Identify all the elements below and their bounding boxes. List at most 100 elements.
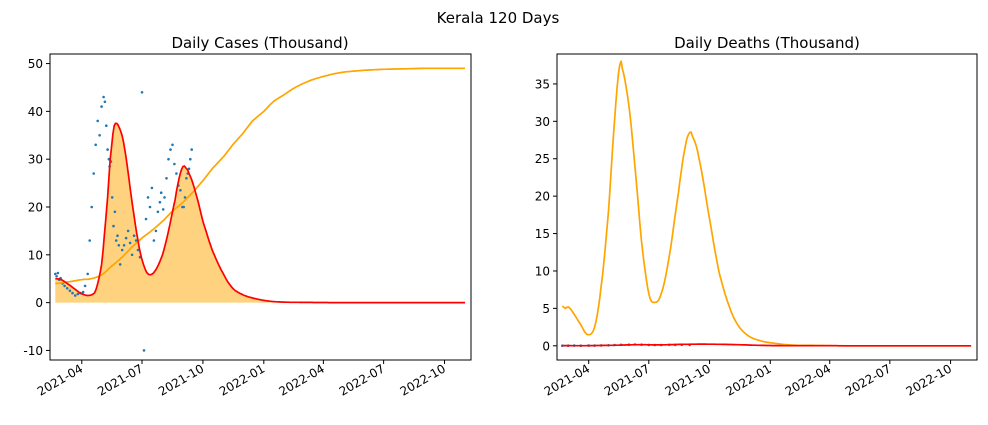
y-axis: -10 0 10 20 30 40 50 [23, 57, 50, 358]
data-point [154, 229, 158, 233]
data-point [144, 217, 148, 221]
x-tick-label: 2021-04 [35, 361, 85, 398]
data-point [110, 196, 114, 199]
data-point [182, 205, 185, 209]
daily-cases-chart: Daily Cases (Thousand) -10 0 10 20 30 40 50 20… [23, 34, 472, 399]
data-point [128, 241, 132, 245]
figure-title: Kerala 120 Days [437, 9, 560, 27]
data-point [116, 234, 119, 237]
data-point [65, 287, 69, 290]
data-point [140, 91, 144, 94]
daily-deaths-chart: Daily Deaths (Thousand) 0 5 10 15 20 25 30 35 2… [535, 34, 978, 399]
data-point [130, 253, 134, 257]
data-point [185, 177, 188, 180]
y-tick-label: 35 [535, 77, 550, 91]
data-point [118, 263, 122, 266]
data-point [55, 275, 58, 278]
data-point [56, 271, 60, 275]
x-tick-label: 2021-07 [95, 361, 145, 398]
data-point [102, 95, 105, 99]
data-point [54, 272, 57, 276]
y-tick-label: 5 [542, 302, 550, 316]
y-tick-label: 25 [535, 152, 550, 166]
data-point [113, 210, 117, 214]
chart-title: Daily Deaths (Thousand) [674, 34, 860, 52]
series-line-cases-curve [561, 60, 972, 347]
x-tick-label: 2021-04 [542, 361, 592, 398]
data-point [88, 239, 91, 242]
data-point [161, 208, 165, 211]
x-tick-label: 2022-01 [723, 361, 773, 398]
data-point [142, 349, 146, 352]
data-point [136, 248, 140, 252]
data-point [132, 234, 136, 237]
area-fill [55, 123, 466, 303]
y-tick-label: 0 [35, 296, 43, 310]
data-point [171, 143, 174, 147]
series-line-fit [55, 122, 465, 304]
data-point [173, 162, 176, 166]
data-point [183, 196, 187, 199]
y-tick-label: 40 [28, 105, 43, 119]
data-point [96, 119, 99, 123]
data-point [152, 239, 156, 242]
x-tick-label: 2022-04 [783, 361, 833, 398]
y-tick-label: 50 [28, 57, 43, 71]
data-point [98, 134, 101, 137]
data-point [187, 167, 191, 171]
x-tick-label: 2022-10 [398, 361, 448, 398]
x-tick-label: 2022-01 [217, 361, 267, 398]
data-point [76, 292, 80, 296]
data-point [106, 148, 109, 151]
x-axis: 2021-04 2021-07 2021-10 2022-01 2022-04 2022-… [35, 360, 448, 399]
y-tick-label: 10 [28, 248, 43, 262]
y-tick-label: 20 [535, 190, 550, 204]
data-point [86, 272, 89, 276]
y-tick-label: 0 [542, 339, 550, 353]
chart-marks [561, 60, 972, 348]
data-point [124, 236, 128, 240]
data-point [83, 284, 87, 288]
data-point [165, 177, 168, 180]
data-point [175, 172, 178, 175]
y-tick-label: 30 [535, 115, 550, 129]
data-point [150, 186, 154, 190]
data-point [126, 229, 130, 233]
data-point [158, 200, 162, 204]
data-point [156, 210, 160, 214]
x-axis: 2021-04 2021-07 2021-10 2022-01 2022-04 2022-… [542, 360, 954, 399]
data-point [159, 191, 163, 194]
data-point [73, 294, 77, 297]
data-point [103, 100, 107, 104]
y-tick-label: 15 [535, 227, 550, 241]
data-point [120, 248, 124, 252]
data-point [63, 284, 66, 288]
x-tick-label: 2021-10 [156, 361, 206, 398]
data-point [190, 148, 193, 151]
plot-frame [556, 53, 978, 361]
data-point [189, 157, 192, 161]
data-point [92, 172, 95, 175]
data-point [90, 205, 93, 209]
data-point [105, 124, 108, 127]
series-line-fit [562, 343, 972, 347]
series-line-cumulative [55, 67, 465, 285]
x-tick-label: 2022-10 [904, 361, 954, 398]
data-point [146, 196, 150, 199]
y-tick-label: 10 [535, 264, 550, 278]
data-point [122, 244, 126, 247]
y-tick-label: 30 [28, 153, 43, 167]
data-point [117, 244, 121, 247]
y-tick-label: 20 [28, 201, 43, 215]
x-tick-label: 2022-07 [337, 361, 387, 398]
data-point [71, 291, 74, 295]
data-point [169, 148, 172, 151]
data-point [134, 239, 138, 242]
data-point [94, 143, 97, 147]
x-tick-label: 2021-10 [663, 361, 713, 398]
chart-marks [54, 67, 466, 352]
data-point [68, 289, 72, 293]
y-axis: 0 5 10 15 20 25 30 35 [535, 77, 557, 353]
